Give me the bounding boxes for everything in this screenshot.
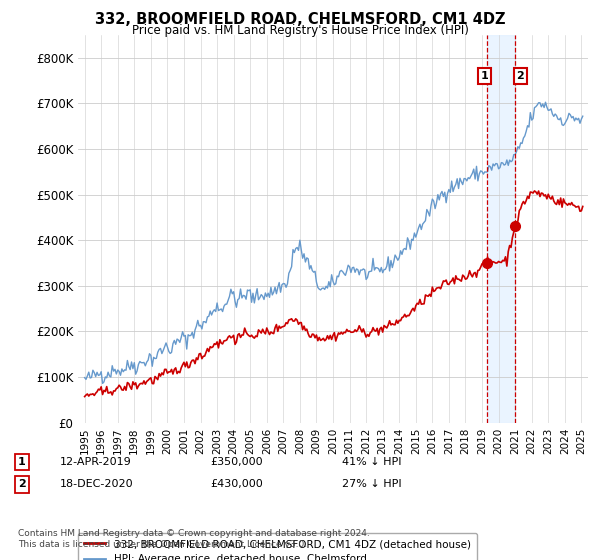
Text: 332, BROOMFIELD ROAD, CHELMSFORD, CM1 4DZ: 332, BROOMFIELD ROAD, CHELMSFORD, CM1 4D… (95, 12, 505, 27)
Text: 1: 1 (18, 457, 26, 467)
Legend: 332, BROOMFIELD ROAD, CHELMSFORD, CM1 4DZ (detached house), HPI: Average price, : 332, BROOMFIELD ROAD, CHELMSFORD, CM1 4D… (78, 533, 477, 560)
Text: 2: 2 (517, 71, 524, 81)
Text: 27% ↓ HPI: 27% ↓ HPI (342, 479, 401, 489)
Bar (487, 35, 515, 423)
Text: 1: 1 (481, 71, 488, 81)
Text: Price paid vs. HM Land Registry's House Price Index (HPI): Price paid vs. HM Land Registry's House … (131, 24, 469, 37)
Text: 18-DEC-2020: 18-DEC-2020 (60, 479, 134, 489)
Text: 12-APR-2019: 12-APR-2019 (60, 457, 132, 467)
Text: £350,000: £350,000 (210, 457, 263, 467)
Text: 2: 2 (18, 479, 26, 489)
Text: Contains HM Land Registry data © Crown copyright and database right 2024.
This d: Contains HM Land Registry data © Crown c… (18, 529, 370, 549)
Text: 41% ↓ HPI: 41% ↓ HPI (342, 457, 401, 467)
Text: £430,000: £430,000 (210, 479, 263, 489)
